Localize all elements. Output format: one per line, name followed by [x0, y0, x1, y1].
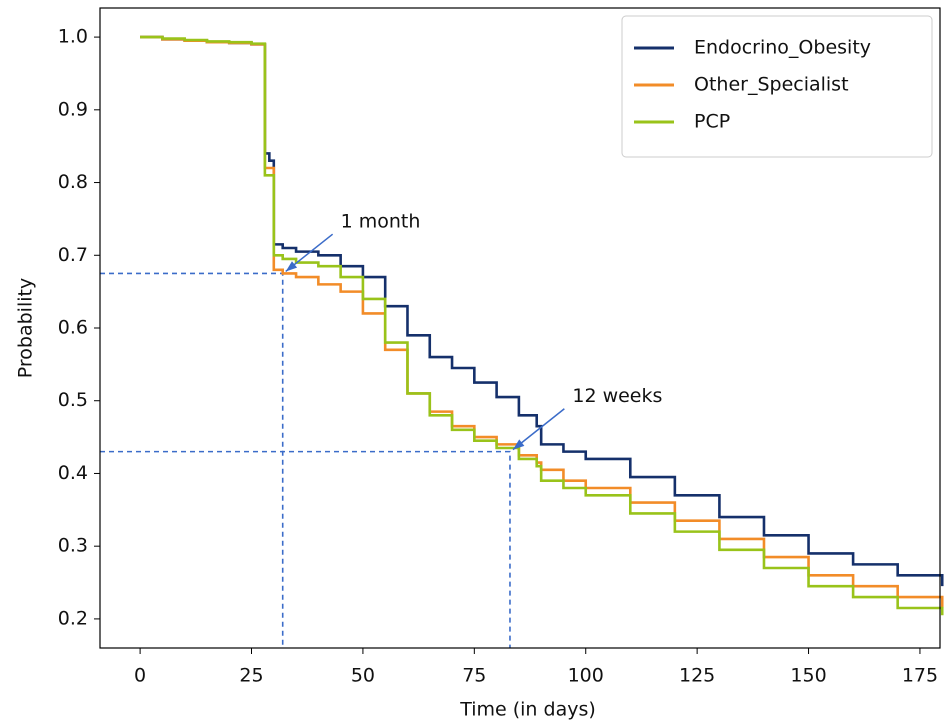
legend-box [621, 15, 933, 158]
y-tick-label: 0.2 [58, 607, 88, 629]
x-tick-label: 150 [790, 665, 826, 687]
annotation-text: 1 month [341, 211, 421, 233]
y-tick-label: 0.4 [58, 462, 88, 484]
x-tick-label: 175 [902, 665, 938, 687]
y-tick-label: 0.8 [58, 171, 88, 193]
y-tick-label: 0.6 [58, 317, 88, 339]
x-tick-label: 75 [462, 665, 486, 687]
plot-frame [99, 7, 941, 649]
x-tick-label: 100 [568, 665, 604, 687]
x-tick-label: 0 [134, 665, 146, 687]
legend-label: Endocrino_Obesity [694, 37, 871, 59]
guide-line [100, 450, 511, 648]
x-tick-label: 125 [679, 665, 715, 687]
y-axis-label: Probability [15, 278, 37, 378]
x-axis-label: Time (in days) [459, 699, 596, 721]
y-tick-label: 0.5 [58, 389, 88, 411]
annotation-text: 12 weeks [572, 385, 662, 407]
y-tick-label: 1.0 [58, 26, 88, 48]
legend-label: Other_Specialist [694, 74, 849, 96]
x-tick-label: 50 [351, 665, 375, 687]
series-line [140, 35, 944, 616]
guide-line [100, 272, 284, 648]
arrow-head [512, 439, 525, 450]
y-tick-label: 0.9 [58, 98, 88, 120]
y-tick-label: 0.7 [58, 244, 88, 266]
x-tick-label: 25 [239, 665, 263, 687]
legend-label: PCP [694, 111, 730, 133]
y-tick-label: 0.3 [58, 535, 88, 557]
arrow-head [285, 261, 298, 272]
